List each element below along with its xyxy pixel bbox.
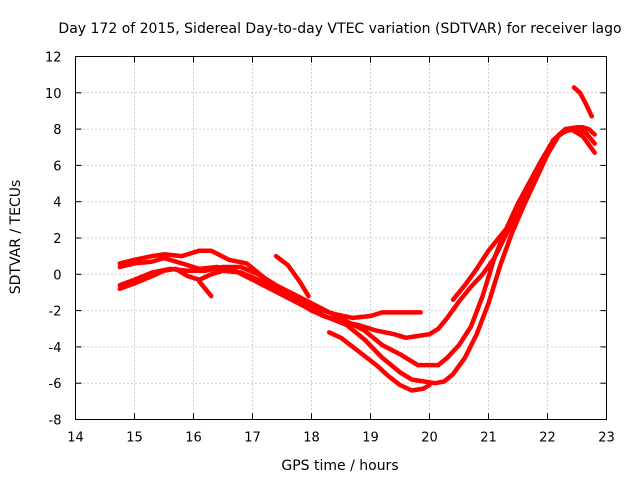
x-tick-label: 23	[598, 431, 615, 446]
y-tick-label: 12	[45, 51, 62, 66]
y-tick-label: 0	[53, 268, 61, 283]
x-tick-label: 16	[185, 431, 202, 446]
series-track-5	[326, 330, 432, 393]
x-tick-label: 20	[421, 431, 438, 446]
y-axis-label: SDTVAR / TECUs	[8, 180, 24, 295]
y-tick-label: -4	[49, 341, 62, 356]
x-tick-label: 15	[126, 431, 143, 446]
x-tick-label: 14	[67, 431, 84, 446]
series-track-9	[436, 126, 597, 368]
series-track-3	[117, 264, 441, 368]
chart-title: Day 172 of 2015, Sidereal Day-to-day VTE…	[58, 21, 621, 37]
y-tick-label: -8	[49, 414, 62, 429]
x-tick-label: 19	[362, 431, 379, 446]
series-track-4	[117, 266, 447, 386]
series-track-8	[427, 125, 597, 337]
series-track-7	[273, 253, 311, 299]
y-tick-label: -2	[49, 305, 62, 320]
series-group	[117, 85, 597, 393]
plot-frame	[75, 56, 607, 420]
y-tick-label: 2	[53, 232, 61, 247]
series-track-12	[571, 85, 595, 119]
grid	[75, 56, 607, 420]
y-tick-label: 8	[53, 123, 61, 138]
series-track-10	[442, 126, 597, 384]
y-tick-label: 6	[53, 159, 61, 174]
y-tick-label: 10	[45, 87, 62, 102]
x-tick-label: 21	[480, 431, 497, 446]
x-tick-label: 18	[303, 431, 320, 446]
series-track-6	[197, 279, 214, 299]
series-track-11	[450, 226, 509, 302]
x-tick-label: 17	[244, 431, 261, 446]
y-tick-label: 4	[53, 196, 61, 211]
axis-ticks: 14 15 16 17 18 19 20 21 22 23 -8 -6 -4 -2 0 2 4 6 8 10 12	[45, 51, 615, 446]
x-axis-label: GPS time / hours	[281, 458, 398, 474]
y-tick-label: -6	[49, 377, 62, 392]
x-tick-label: 22	[539, 431, 556, 446]
series-track-1	[117, 248, 423, 321]
